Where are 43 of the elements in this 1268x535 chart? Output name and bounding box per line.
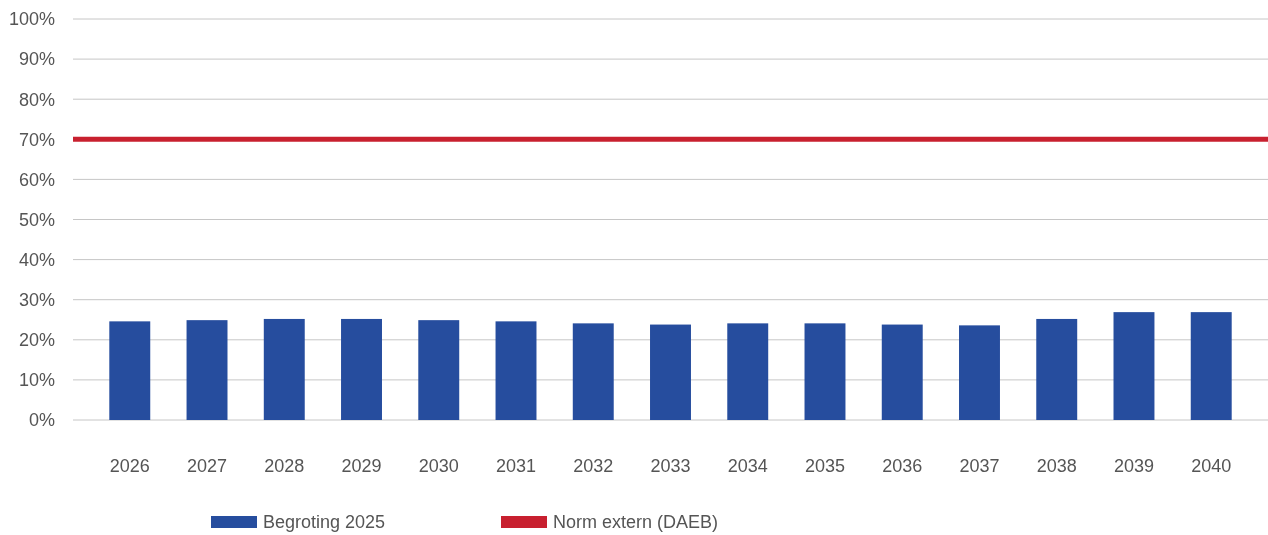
- bar: [1113, 312, 1155, 420]
- bar: [186, 320, 228, 420]
- y-tick-label: 90%: [18, 49, 55, 70]
- x-tick-label: 2032: [573, 456, 614, 477]
- x-tick-label: 2035: [804, 456, 846, 477]
- x-tick-label: 2036: [882, 456, 923, 477]
- legend-label: Begroting 2025: [263, 512, 386, 533]
- x-tick-label: 2026: [109, 456, 150, 477]
- bar: [418, 320, 460, 420]
- y-tick-label: 30%: [18, 290, 55, 310]
- y-tick-label: 80%: [18, 89, 55, 110]
- bar: [109, 321, 151, 420]
- y-tick-label: 40%: [18, 249, 55, 270]
- y-tick-label: 100%: [8, 9, 55, 30]
- y-tick-label: 20%: [18, 330, 55, 351]
- bar: [727, 323, 769, 420]
- x-tick-label: 2029: [341, 456, 382, 477]
- bar: [804, 323, 846, 420]
- bar: [881, 324, 923, 420]
- y-tick-label: 70%: [18, 129, 55, 150]
- y-tick-label: 60%: [18, 169, 55, 190]
- x-tick-label: 2030: [418, 456, 459, 477]
- legend-label: Norm extern (DAEB): [553, 512, 719, 533]
- bar: [572, 323, 614, 420]
- y-tick-label: 0%: [28, 410, 55, 431]
- x-tick-label: 2028: [264, 456, 305, 477]
- x-tick-label: 2040: [1191, 456, 1232, 477]
- x-tick-label: 2031: [495, 456, 537, 477]
- y-tick-label: 10%: [18, 370, 55, 391]
- x-tick-label: 2034: [727, 456, 768, 477]
- bar: [650, 324, 691, 420]
- x-tick-label: 2038: [1036, 456, 1077, 477]
- x-tick-label: 2039: [1113, 456, 1154, 477]
- y-tick-label: 50%: [18, 209, 55, 230]
- x-tick-label: 2033: [650, 456, 691, 477]
- bar: [263, 318, 305, 420]
- x-tick-label: 2037: [959, 456, 1000, 477]
- bar: [495, 321, 537, 420]
- bar: [1190, 312, 1232, 420]
- bar: [959, 325, 1000, 420]
- bar: [1036, 318, 1078, 420]
- x-tick-label: 2027: [187, 456, 228, 477]
- bar: [341, 318, 382, 420]
